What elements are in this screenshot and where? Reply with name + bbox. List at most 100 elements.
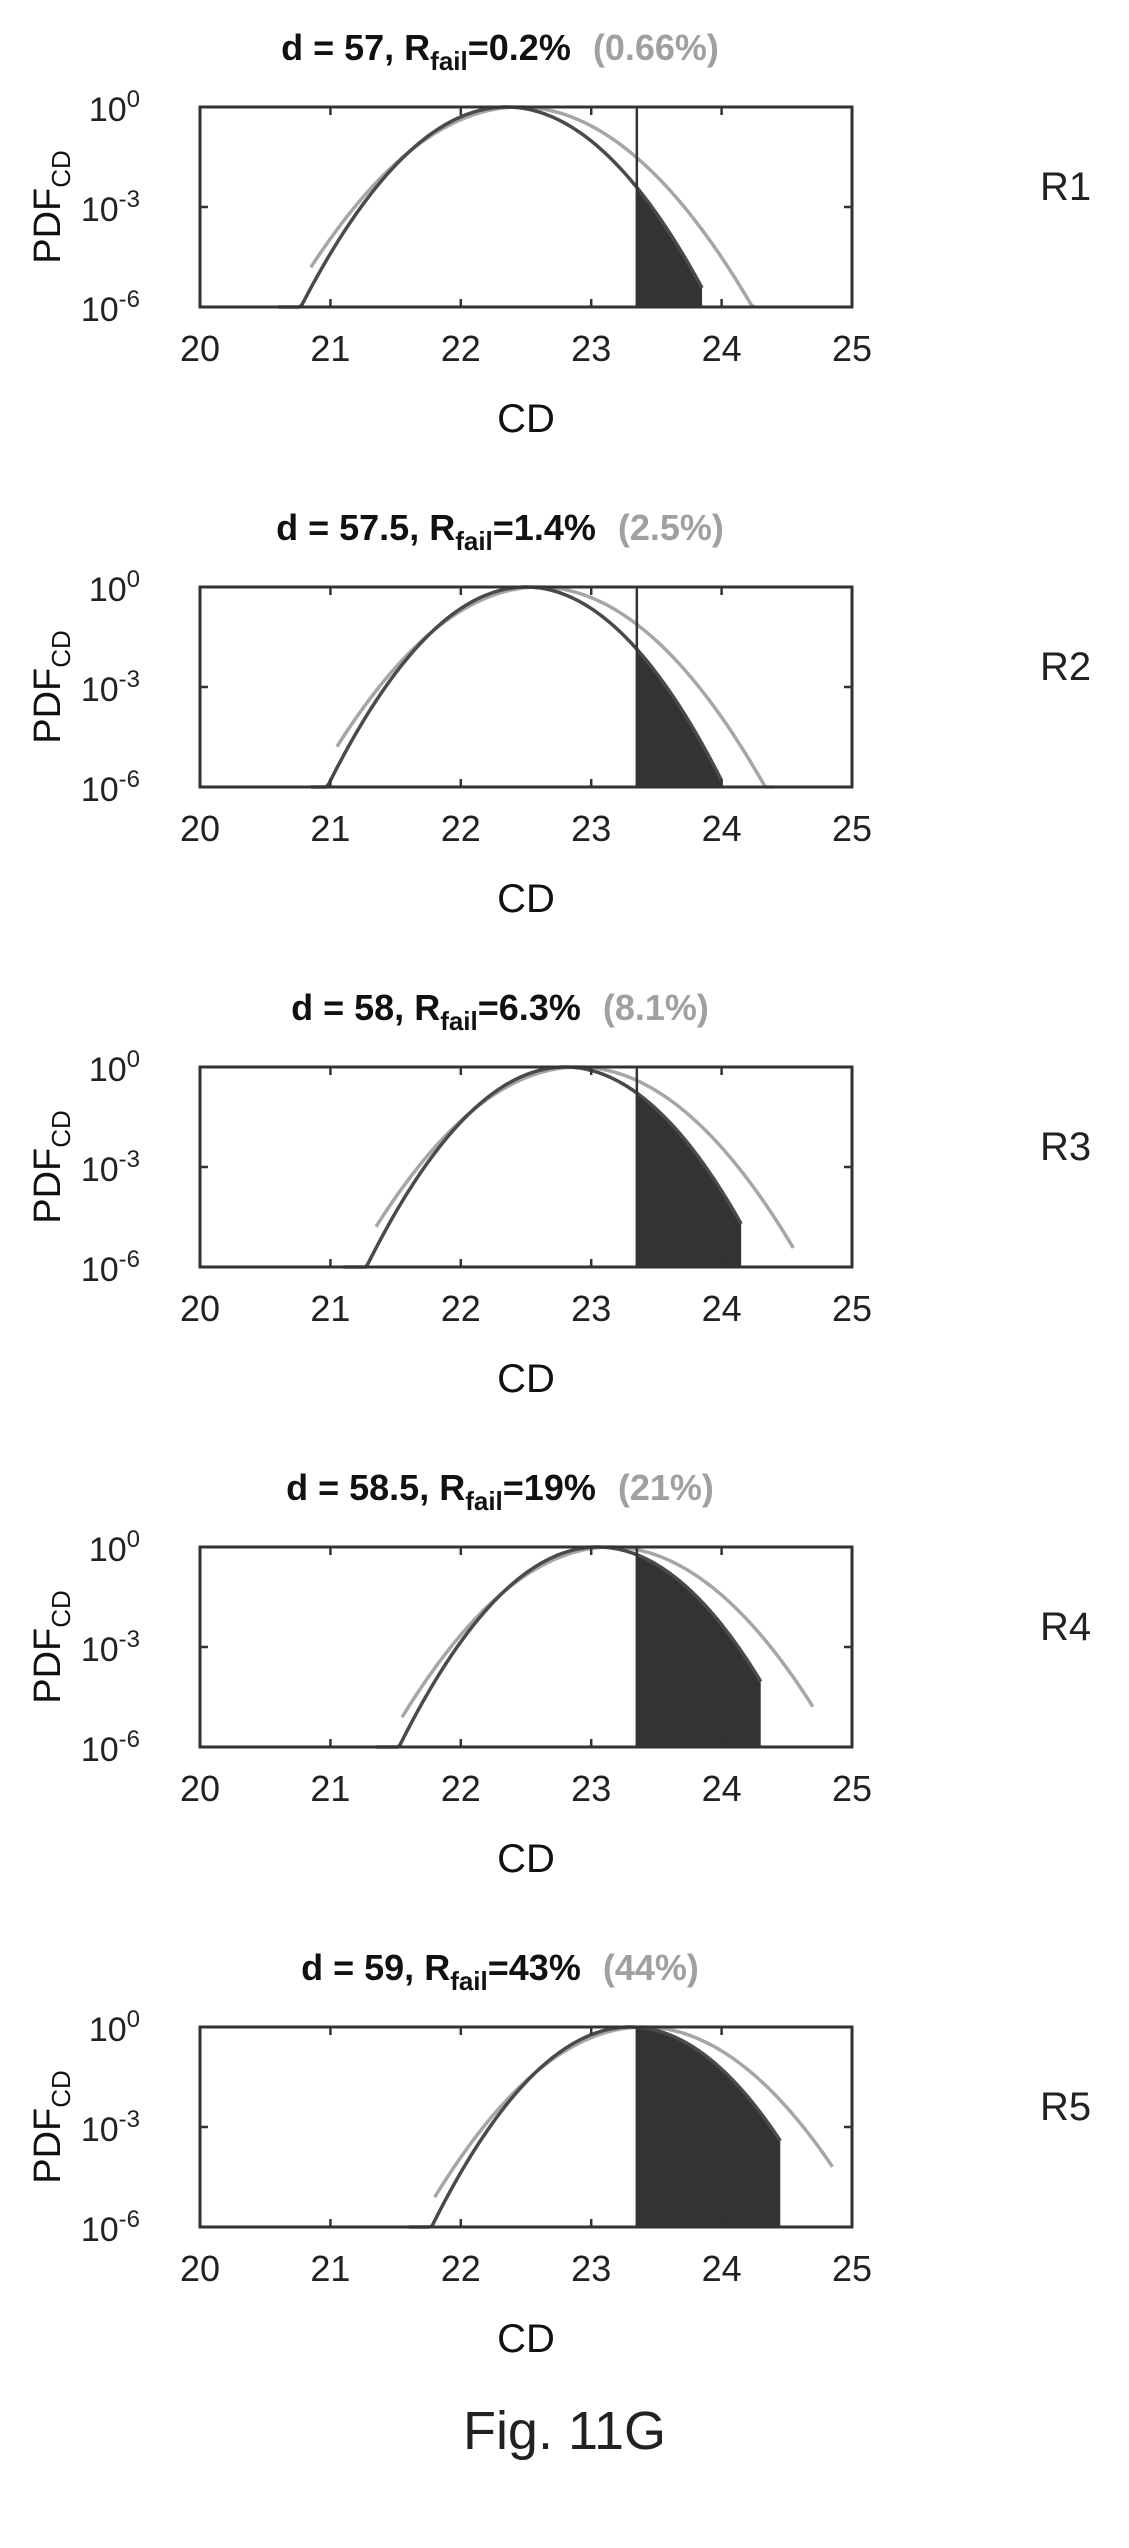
x-tick-label: 20 [180,1288,220,1329]
y-tick-label: 100 [89,1046,140,1089]
x-tick-label: 23 [571,1768,611,1809]
y-axis-label: PDFCD [27,1110,76,1224]
failure-tail-area [636,1093,742,1267]
y-tick-base: 10 [89,1051,127,1089]
x-tick-label: 22 [441,808,481,849]
y-label-main: PDF [27,1628,69,1704]
chart-panel-r3: d = 58, Rfail=6.3% (8.1%) PDFCD 20 21 22 23 24 2… [0,960,1129,1440]
x-tick-label: 20 [180,1768,220,1809]
x-tick-label: 25 [832,328,872,369]
x-tick-label: 21 [310,328,350,369]
y-tick-exponent: -3 [119,1626,140,1653]
y-tick-base: 10 [81,1731,119,1769]
x-tick-label: 22 [441,328,481,369]
chart-title: d = 58, Rfail=6.3% (8.1%) [291,987,709,1036]
title-value: =6.3% [478,987,581,1028]
x-tick-label: 21 [310,1288,350,1329]
title-value: =0.2% [468,27,571,68]
x-tick-label: 24 [702,1288,742,1329]
y-tick-label: 100 [89,1526,140,1569]
pdf-curve-dark [376,1545,763,1749]
x-axis-label: CD [497,1357,555,1401]
title-subscript: fail [455,526,493,556]
title-d-text: d = 58.5, R [286,1467,465,1508]
x-tick-label: 21 [310,2248,350,2289]
failure-tail-area [636,1554,761,1747]
y-tick-exponent: -6 [119,286,140,313]
x-tick-label: 20 [180,328,220,369]
chart-title: d = 59, Rfail=43% (44%) [301,1947,699,1996]
failure-tail-area [636,2027,781,2227]
x-tick-label: 24 [702,328,742,369]
chart-panel-r2: d = 57.5, Rfail=1.4% (2.5%) PDFCD 20 21 22 23 2… [0,480,1129,960]
x-tick-label: 20 [180,808,220,849]
y-tick-label: 100 [89,86,140,129]
y-tick-base: 10 [81,291,119,329]
row-label: R1 [1040,165,1092,209]
y-label-main: PDF [27,2108,69,2184]
x-tick-label: 25 [832,1768,872,1809]
y-tick-label: 10-3 [81,2106,140,2149]
x-tick-label: 25 [832,2248,872,2289]
y-tick-base: 10 [89,1531,127,1569]
title-subscript: fail [465,1486,503,1516]
y-tick-base: 10 [89,2011,127,2049]
x-tick-label: 25 [832,1288,872,1329]
y-tick-base: 10 [81,671,119,709]
y-tick-base: 10 [81,2211,119,2249]
y-tick-exponent: -6 [119,766,140,793]
y-tick-exponent: -6 [119,1726,140,1753]
y-tick-exponent: -3 [119,186,140,213]
title-paren-value: (21%) [618,1467,714,1508]
y-tick-label: 10-3 [81,186,140,229]
y-axis-label: PDFCD [27,2070,76,2184]
y-tick-exponent: 0 [127,86,140,113]
y-tick-label: 10-3 [81,1146,140,1189]
failure-tail-area [636,649,722,787]
x-axis-label: CD [497,1837,555,1881]
title-d-text: d = 58, R [291,987,440,1028]
title-value: =19% [503,1467,596,1508]
x-tick-label: 20 [180,2248,220,2289]
title-d-text: d = 57, R [281,27,430,68]
y-tick-exponent: -3 [119,666,140,693]
chart-panel-r1: d = 57, Rfail=0.2% (0.66%) PDFCD 20 21 22 23 24… [0,0,1129,480]
title-subscript: fail [450,1966,488,1996]
title-paren-value: (44%) [603,1947,699,1988]
y-label-subscript: CD [46,1590,76,1628]
plot-frame [198,585,854,789]
y-tick-base: 10 [81,1631,119,1669]
row-label: R3 [1040,1125,1092,1169]
title-d-text: d = 57.5, R [276,507,455,548]
y-tick-base: 10 [81,1251,119,1289]
y-label-subscript: CD [46,150,76,188]
x-tick-label: 23 [571,1288,611,1329]
x-axis-label: CD [497,877,555,921]
x-axis-label: CD [497,2317,555,2361]
x-tick-label: 23 [571,2248,611,2289]
row-label: R5 [1040,2085,1092,2129]
title-subscript: fail [440,1006,478,1036]
figure-caption: Fig. 11G [462,2401,667,2461]
title-paren-value: (0.66%) [593,27,719,68]
x-tick-label: 24 [702,1768,742,1809]
chart-panel-r5: d = 59, Rfail=43% (44%) PDFCD 20 21 22 23 24 25 1… [0,1920,1129,2400]
y-label-subscript: CD [46,630,76,668]
y-label-subscript: CD [46,2070,76,2108]
title-subscript: fail [430,46,468,76]
y-tick-label: 10-3 [81,666,140,709]
x-tick-label: 22 [441,1768,481,1809]
chart-panel-r4: d = 58.5, Rfail=19% (21%) PDFCD 20 21 22 23 24 2… [0,1440,1129,1920]
x-axis-label: CD [497,397,555,441]
x-tick-label: 21 [310,808,350,849]
x-tick-label: 23 [571,328,611,369]
row-label: R4 [1040,1605,1092,1649]
y-tick-label: 10-6 [81,1246,140,1289]
row-label: R2 [1040,645,1092,689]
y-tick-exponent: 0 [127,1046,140,1073]
x-tick-label: 21 [310,1768,350,1809]
